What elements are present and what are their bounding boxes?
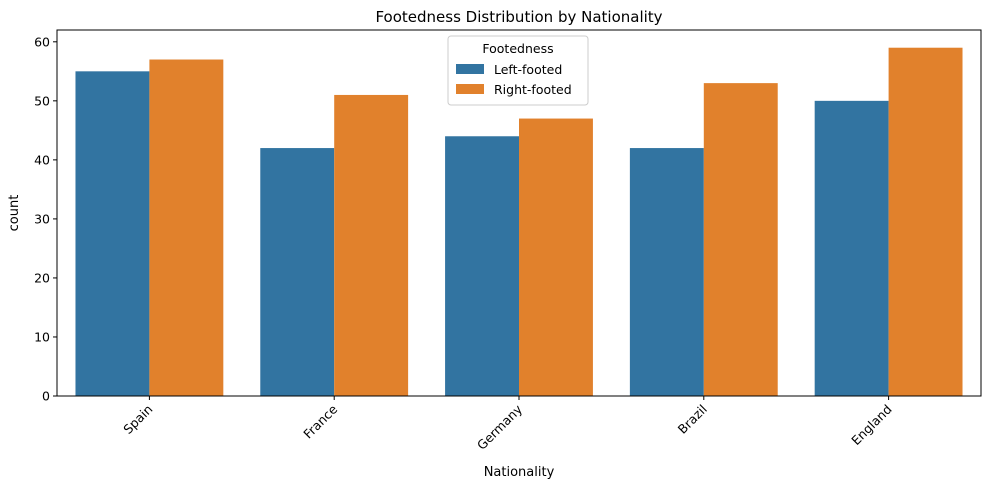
y-tick-label: 0 (42, 389, 50, 404)
legend-title: Footedness (482, 41, 553, 56)
bar-right-footed-spain (149, 59, 224, 397)
y-axis-label: count (7, 195, 22, 232)
x-tick-label: England (848, 402, 894, 448)
legend-entry-label: Left-footed (494, 62, 562, 77)
y-tick-label: 60 (34, 34, 50, 49)
y-tick-label: 40 (34, 152, 50, 167)
bar-left-footed-spain (75, 71, 150, 396)
x-tick-label: Brazil (675, 402, 710, 437)
x-tick-label: Germany (474, 401, 526, 453)
legend: Footedness Left-footed Right-footed (447, 35, 589, 106)
bar-right-footed-england (888, 47, 963, 397)
legend-entry-label: Right-footed (494, 82, 572, 97)
x-tick-label: France (300, 401, 340, 441)
x-axis-label: Nationality (484, 465, 555, 480)
y-tick-label: 30 (34, 211, 50, 226)
legend-swatch (456, 64, 484, 74)
bar-left-footed-france (260, 148, 335, 396)
y-tick-label: 20 (34, 270, 50, 285)
bar-right-footed-france (334, 94, 409, 396)
x-tick-label: Spain (120, 402, 155, 437)
chart-title: Footedness Distribution by Nationality (375, 8, 662, 26)
bar-right-footed-brazil (703, 83, 778, 396)
y-tick-label: 10 (34, 329, 50, 344)
bar-left-footed-england (814, 100, 889, 396)
bars-layer (75, 47, 963, 397)
legend-swatch (456, 84, 484, 94)
y-tick-label: 50 (34, 93, 50, 108)
bar-left-footed-brazil (629, 148, 704, 396)
bar-left-footed-germany (445, 136, 519, 396)
bar-right-footed-germany (519, 118, 593, 397)
